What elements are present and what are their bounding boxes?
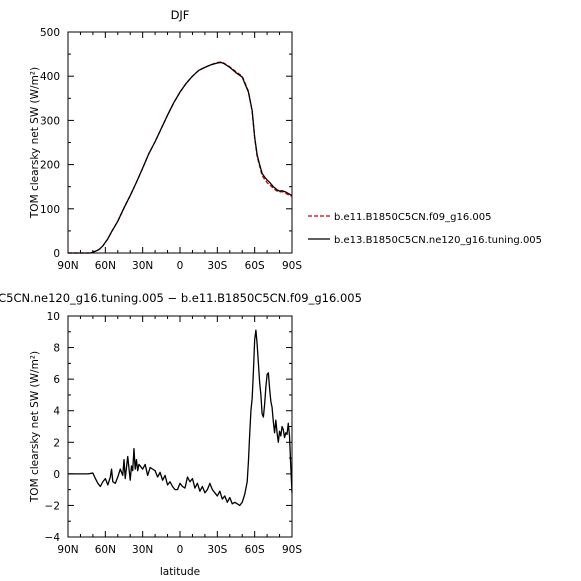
x-axis-label-2: latitude [160,566,200,578]
x-tick-label: 90N [57,544,78,556]
y-tick-label: 8 [53,343,60,355]
y-tick-label: 4 [53,406,60,418]
y-tick-label: 0 [53,469,60,481]
y-tick-label: 200 [40,160,60,172]
y-tick-label: −2 [45,500,60,512]
y-tick-label: −4 [45,532,61,544]
y-tick-label: 500 [40,27,60,39]
x-tick-label: 30S [207,260,227,272]
plot-frame-1 [67,31,293,254]
x-tick-label: 30S [207,544,227,556]
y-tick-label: 2 [53,437,60,449]
plot-title-2: C5CN.ne120_g16.tuning.005 − b.e11.B1850C… [0,291,362,305]
y-tick-label: 300 [40,115,60,127]
y-axis-label-2: TOM clearsky net SW (W/m²) [29,351,41,503]
series-line-2-1 [68,329,293,507]
y-tick-label: 0 [53,248,60,260]
x-tick-label: 60N [95,260,116,272]
y-tick-label: 10 [47,311,60,323]
x-tick-label: 30N [132,544,153,556]
y-tick-label: 6 [53,374,60,386]
x-tick-label: 0 [177,260,184,272]
x-tick-label: 90S [282,260,302,272]
x-tick-label: 90S [282,544,302,556]
x-tick-label: 30N [132,260,153,272]
y-tick-label: 400 [40,71,60,83]
plot-title-1: DJF [171,8,190,22]
x-tick-label: 60S [245,260,265,272]
y-tick-label: 100 [40,204,60,216]
legend-label-1: b.e11.B1850C5CN.f09_g16.005 [334,212,491,223]
x-tick-label: 60N [95,544,116,556]
y-axis-label-1: TOM clearsky net SW (W/m²) [29,67,41,219]
series-line-1-2 [68,61,293,254]
plot-frame-2 [67,315,293,538]
x-tick-label: 0 [177,544,184,556]
legend-label-2: b.e13.B1850C5CN.ne120_g16.tuning.005 [334,235,542,246]
x-tick-label: 90N [57,260,78,272]
x-tick-label: 60S [245,544,265,556]
